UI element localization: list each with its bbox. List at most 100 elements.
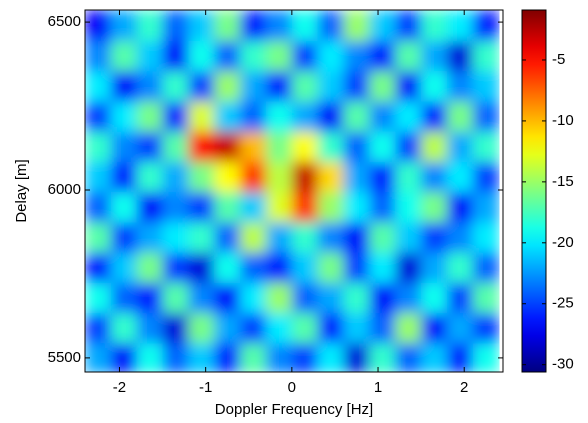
- heatmap-cell: [214, 191, 241, 223]
- heatmap-cell: [240, 10, 267, 42]
- colorbar-tick-label: -20: [552, 234, 574, 251]
- heatmap-cell: [214, 10, 241, 42]
- heatmap-cell: [162, 161, 189, 193]
- heatmap-cell: [421, 131, 448, 162]
- heatmap-cell: [291, 282, 319, 314]
- heatmap-cell: [421, 191, 448, 223]
- heatmap-cell: [395, 131, 422, 162]
- heatmap-cell: [369, 40, 396, 72]
- heatmap-cell: [317, 131, 345, 162]
- heatmap-cell: [85, 342, 112, 372]
- heatmap-cell: [214, 161, 241, 193]
- heatmap-cell: [265, 161, 293, 193]
- heatmap-cell: [291, 312, 319, 344]
- heatmap-cell: [446, 252, 474, 283]
- heatmap-cell: [240, 101, 267, 132]
- heatmap-cell: [369, 252, 396, 283]
- heatmap-cell: [136, 312, 164, 344]
- heatmap-cell: [188, 10, 215, 42]
- heatmap-cell: [188, 40, 215, 72]
- heatmap-cell: [343, 342, 370, 372]
- heatmap-cell: [343, 10, 370, 42]
- heatmap-cell: [317, 342, 345, 372]
- heatmap-cell: [317, 161, 345, 193]
- heatmap-cell: [214, 101, 241, 132]
- heatmap-cell: [317, 282, 345, 314]
- heatmap-cell: [472, 131, 500, 162]
- heatmap-cell: [472, 191, 500, 223]
- heatmap-cell: [395, 282, 422, 314]
- heatmap-cell: [291, 131, 319, 162]
- heatmap-cell: [110, 282, 138, 314]
- heatmap-cell: [162, 312, 189, 344]
- x-tick-label: -2: [113, 379, 126, 396]
- heatmap-cell: [369, 191, 396, 223]
- heatmap-cell: [369, 70, 396, 102]
- heatmap-cell: [446, 342, 474, 372]
- heatmap-cell: [291, 70, 319, 102]
- heatmap-cell: [291, 221, 319, 253]
- heatmap-cell: [110, 131, 138, 162]
- heatmap-cell: [136, 10, 164, 42]
- heatmap-cell: [291, 252, 319, 283]
- heatmap-cell: [291, 10, 319, 42]
- heatmap-cell: [85, 40, 112, 72]
- heatmap-cell: [85, 221, 112, 253]
- heatmap-cell: [291, 191, 319, 223]
- heatmap-cell: [446, 40, 474, 72]
- heatmap-cell: [136, 282, 164, 314]
- heatmap-cell: [265, 312, 293, 344]
- y-axis-label: Delay [m]: [13, 159, 30, 222]
- heatmap-cell: [369, 10, 396, 42]
- heatmap-cell: [265, 101, 293, 132]
- heatmap-cell: [136, 191, 164, 223]
- heatmap-cell: [188, 70, 215, 102]
- x-tick-label: 2: [460, 379, 468, 396]
- heatmap-cell: [214, 312, 241, 344]
- heatmap-cell: [240, 252, 267, 283]
- heatmap-cell: [162, 252, 189, 283]
- heatmap-cell: [136, 131, 164, 162]
- heatmap-cell: [421, 282, 448, 314]
- heatmap-cell: [472, 282, 500, 314]
- heatmap-cell: [85, 70, 112, 102]
- heatmap-cell: [162, 282, 189, 314]
- heatmap-cell: [421, 221, 448, 253]
- colorbar-tick-label: -25: [552, 295, 574, 312]
- heatmap-cell: [446, 10, 474, 42]
- heatmap-cell: [188, 342, 215, 372]
- heatmap-cell: [421, 252, 448, 283]
- heatmap-cell: [369, 221, 396, 253]
- heatmap-cell: [446, 161, 474, 193]
- heatmap-cell: [369, 312, 396, 344]
- heatmap-cell: [110, 252, 138, 283]
- heatmap-cell: [265, 252, 293, 283]
- heatmap-cell: [240, 342, 267, 372]
- heatmap-cell: [240, 191, 267, 223]
- heatmap-cell: [317, 252, 345, 283]
- heatmap-cell: [136, 40, 164, 72]
- heatmap-cell: [265, 40, 293, 72]
- x-tick-label: 0: [288, 379, 296, 396]
- heatmap-cell: [110, 40, 138, 72]
- heatmap-cell: [421, 70, 448, 102]
- heatmap-cell: [188, 312, 215, 344]
- heatmap-cell: [291, 40, 319, 72]
- heatmap-cell: [240, 221, 267, 253]
- heatmap-cell: [395, 70, 422, 102]
- heatmap-cell: [110, 191, 138, 223]
- heatmap-cell: [446, 282, 474, 314]
- heatmap-cell: [472, 101, 500, 132]
- heatmap-cell: [188, 101, 215, 132]
- heatmap-cell: [136, 342, 164, 372]
- heatmap-cell: [265, 221, 293, 253]
- heatmap-cell: [214, 131, 241, 162]
- heatmap-cell: [369, 131, 396, 162]
- heatmap-cell: [214, 282, 241, 314]
- heatmap-cell: [110, 10, 138, 42]
- x-tick-label: 1: [374, 379, 382, 396]
- heatmap-cell: [472, 40, 500, 72]
- heatmap-cell: [369, 161, 396, 193]
- heatmap-cell: [110, 101, 138, 132]
